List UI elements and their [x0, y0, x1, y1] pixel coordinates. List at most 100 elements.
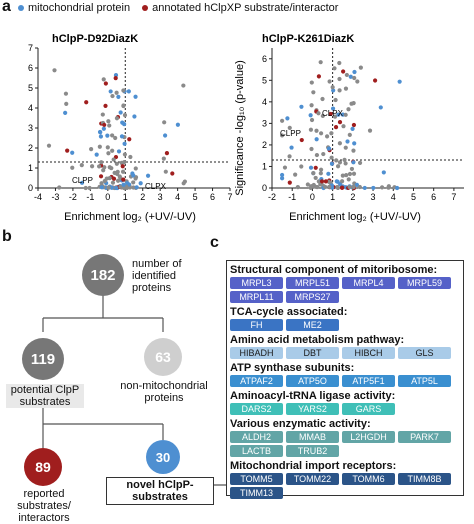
scatter-point — [84, 100, 89, 105]
scatter-point — [98, 130, 103, 135]
panel-a-letter: a — [2, 0, 11, 15]
scatter-point — [314, 152, 320, 158]
scatter-point — [386, 184, 391, 189]
scatter-point — [367, 128, 373, 133]
node-89: 89 — [24, 448, 62, 486]
left-plot-axes: -4 -3 -2 -1 0 1 2 3 4 5 6 7 0 1 2 3 4 5 6 7 — [28, 43, 233, 202]
category-title: Various enzymatic activity: — [230, 418, 371, 430]
scatter-point — [280, 176, 285, 181]
protein-tag: MRPL11 — [230, 291, 283, 303]
scatter-point — [164, 151, 170, 156]
scatter-point — [330, 106, 336, 111]
scatter-point — [346, 107, 351, 112]
protein-tag: MRPL4 — [342, 277, 395, 289]
protein-tag: ATPAF2 — [230, 375, 283, 387]
x-tick-label: 1 — [330, 192, 335, 202]
x-tick-label: 3 — [158, 192, 163, 202]
tree-connectors — [42, 294, 230, 486]
x-tick-label: 7 — [227, 192, 232, 202]
scatter-point — [133, 94, 138, 99]
scatter-point — [130, 171, 135, 176]
protein-tag: LACTB — [230, 445, 283, 457]
scatter-point — [319, 179, 325, 184]
x-tick-label: 2 — [140, 192, 145, 202]
scatter-point — [324, 134, 330, 139]
scatter-point — [162, 120, 167, 125]
scatter-point — [107, 176, 112, 181]
scatter-point — [341, 69, 346, 74]
scatter-point — [287, 154, 292, 159]
x-tick-label: 5 — [193, 192, 198, 202]
x-tick-label: -2 — [268, 192, 276, 202]
protein-tag: DBT — [286, 347, 339, 359]
category-tags: ALDH2 MMAB L2HGDH PARK7 LACTB TRUB2 — [230, 431, 460, 457]
scatter-point — [309, 117, 315, 123]
scatter-point — [327, 79, 332, 84]
legend-annot-dot — [142, 5, 149, 11]
scatter-point — [351, 184, 356, 190]
scatter-point — [121, 177, 126, 182]
scatter-point — [341, 124, 346, 129]
scatter-point — [282, 165, 288, 170]
category-title: ATP synthase subunits: — [230, 362, 355, 374]
scatter-point — [126, 89, 131, 94]
category-title: Amino acid metabolism pathway: — [230, 334, 405, 346]
scatter-point — [347, 184, 352, 190]
legend-annot-label: annotated hClpXP substrate/interactor — [152, 2, 339, 14]
protein-tag: ME2 — [286, 319, 339, 331]
scatter-point — [63, 91, 69, 96]
scatter-point — [328, 111, 333, 117]
scatter-point — [323, 184, 328, 189]
protein-tag: ATP5L — [398, 375, 451, 387]
scatter-point — [122, 152, 127, 157]
scatter-point — [280, 133, 285, 138]
node-63-label: non-mitochondrial proteins — [120, 380, 208, 404]
scatter-point — [336, 112, 341, 117]
scatter-point — [110, 180, 116, 185]
scatter-point — [357, 184, 362, 190]
category-title: Aminoacyl-tRNA ligase activity: — [230, 390, 396, 402]
scatter-point — [70, 150, 75, 155]
scatter-point — [343, 161, 348, 166]
node-119: 119 — [22, 338, 64, 380]
scatter-point — [310, 183, 316, 189]
protein-tag: MRPL59 — [398, 277, 451, 289]
left-plot-title: hClpP-D92DiazK — [52, 33, 138, 45]
scatter-point — [175, 122, 180, 127]
scatter-point — [313, 175, 318, 181]
scatter-point — [126, 182, 132, 187]
node-182: 182 — [82, 254, 124, 296]
category-tags: MRPL3 MRPL51 MRPL4 MRPL59 MRPL11 MRPS27 — [230, 277, 460, 303]
scatter-point — [131, 185, 136, 190]
x-tick-label: -1 — [86, 192, 94, 202]
scatter-point — [103, 103, 108, 108]
scatter-point — [83, 185, 88, 191]
scatter-point — [280, 172, 285, 178]
category-title: Structural component of mitoribosome: — [230, 264, 438, 276]
category-tags: FH ME2 — [230, 319, 460, 331]
y-tick-label: 1 — [28, 163, 33, 173]
right-clpx-label: CLPX — [322, 109, 344, 118]
scatter-point — [87, 185, 92, 191]
scatter-point — [96, 164, 102, 169]
scatter-point — [122, 122, 127, 127]
scatter-point — [121, 182, 126, 187]
node-30-label: novel hClpP-substrates — [106, 477, 214, 505]
x-tick-label: -2 — [69, 192, 77, 202]
node-89-label: reported substrates/ interactors — [17, 488, 71, 524]
protein-tag: TIMM13 — [230, 487, 283, 499]
scatter-point — [110, 93, 115, 99]
scatter-point — [316, 111, 321, 116]
scatter-point — [337, 76, 342, 82]
protein-tag: GLS — [398, 347, 451, 359]
protein-tag: TOMM6 — [342, 473, 395, 485]
scatter-point — [105, 145, 110, 150]
scatter-point — [128, 154, 133, 160]
scatter-point — [314, 137, 319, 142]
scatter-point — [345, 139, 350, 144]
scatter-point — [103, 81, 108, 86]
protein-tag: ATP5F1 — [342, 375, 395, 387]
x-tick-label: -1 — [288, 192, 296, 202]
y-tick-label: 1 — [262, 161, 267, 171]
y-tick-label: 7 — [28, 43, 33, 53]
